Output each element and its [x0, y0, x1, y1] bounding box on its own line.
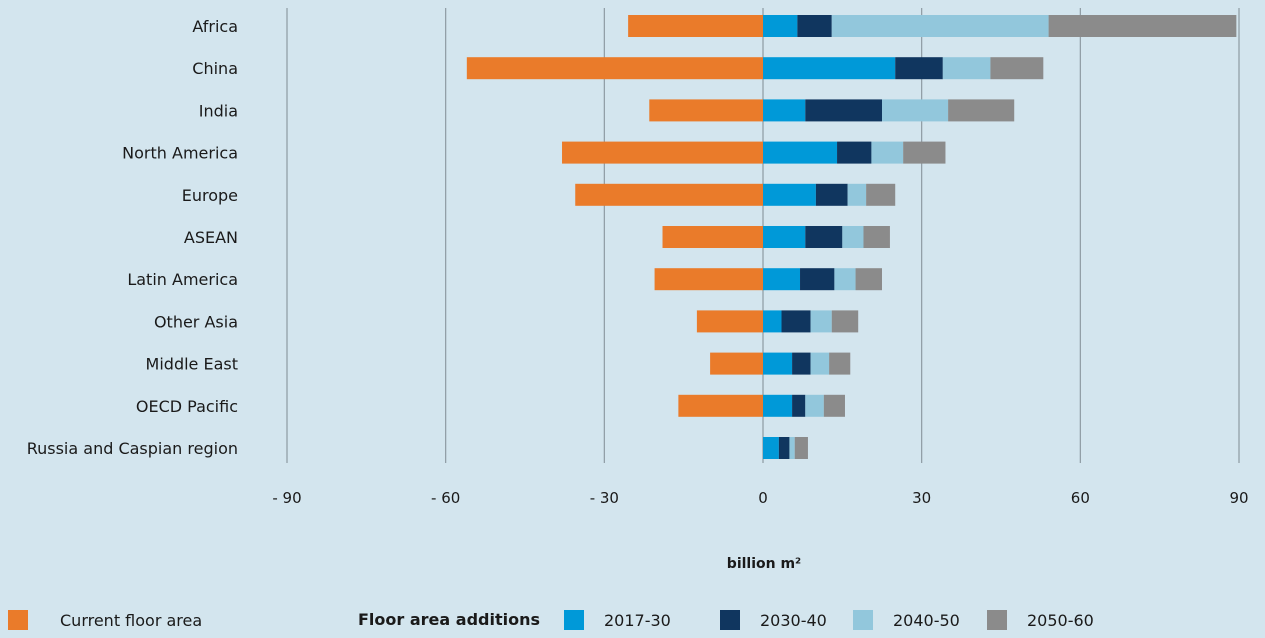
legend-swatch-2040-50 [853, 610, 873, 630]
legend-heading-additions: Floor area additions [358, 610, 540, 629]
category-label-north-america: North America [122, 144, 238, 163]
bar-europe-2017-30 [763, 183, 816, 206]
category-labels: Africa China India North America Europe ASEAN… [27, 17, 238, 458]
x-tick-labels: - 90 - 60 - 30 0 30 60 90 [272, 489, 1248, 507]
bar-north-america-2017-30 [763, 141, 838, 164]
gridlines [286, 8, 1240, 463]
legend-swatch-2030-40 [720, 610, 740, 630]
bar-oecd-pacific-2030-40 [792, 394, 806, 417]
category-label-russia-and-caspian-region: Russia and Caspian region [27, 439, 238, 458]
legend-label-2030-40: 2030-40 [760, 610, 827, 630]
bar-latin-america-2040-50 [834, 268, 856, 291]
bar-asean-2040-50 [842, 226, 864, 248]
bar-oecd-pacific-current-floor-area [678, 394, 763, 417]
category-label-asean: ASEAN [184, 228, 238, 247]
legend-item-2040-50: 2040-50 [853, 610, 960, 630]
bar-china-2040-50 [942, 57, 991, 80]
legend-swatch-current [8, 610, 28, 630]
bar-other-asia-2040-50 [810, 310, 832, 333]
bar-africa-2017-30 [763, 15, 798, 37]
bar-latin-america-2017-30 [763, 268, 801, 291]
bar-other-asia-2050-60 [831, 310, 859, 333]
legend-heading: Floor area additions [358, 610, 540, 629]
bar-russia-and-caspian-region-2017-30 [763, 437, 779, 459]
bar-africa-2030-40 [797, 15, 832, 37]
x-tick-label-30: - 30 [590, 489, 619, 507]
x-tick-label-60: 60 [1071, 489, 1090, 507]
bar-india-2050-60 [948, 99, 1015, 122]
bar-asean-2017-30 [763, 226, 806, 248]
bar-asean-2030-40 [805, 226, 843, 248]
bar-russia-and-caspian-region-2050-60 [794, 437, 808, 459]
category-label-other-asia: Other Asia [154, 312, 238, 331]
bar-middle-east-2017-30 [763, 352, 793, 375]
legend-item-current: Current floor area [8, 610, 202, 630]
bar-russia-and-caspian-region-2040-50 [789, 437, 795, 459]
bar-latin-america-2050-60 [855, 268, 882, 291]
bar-china-2050-60 [990, 57, 1044, 80]
bar-oecd-pacific-2017-30 [763, 394, 793, 417]
bar-europe-current-floor-area [575, 183, 763, 206]
bar-latin-america-2030-40 [800, 268, 835, 291]
x-tick-label-60: - 60 [431, 489, 460, 507]
x-tick-label-0: 0 [758, 489, 768, 507]
category-label-middle-east: Middle East [146, 355, 238, 374]
legend-swatch-2050-60 [987, 610, 1007, 630]
x-tick-label-30: 30 [912, 489, 931, 507]
bar-europe-2040-50 [847, 183, 867, 206]
bar-india-current-floor-area [649, 99, 763, 122]
legend-label-2040-50: 2040-50 [893, 610, 960, 630]
bar-other-asia-2030-40 [781, 310, 811, 333]
bar-asean-2050-60 [863, 226, 890, 248]
category-label-oecd-pacific: OECD Pacific [136, 397, 238, 416]
bar-other-asia-current-floor-area [696, 310, 763, 333]
bar-china-2030-40 [895, 57, 943, 80]
bar-india-2040-50 [882, 99, 949, 122]
bar-africa-current-floor-area [628, 15, 763, 37]
bar-north-america-2050-60 [903, 141, 946, 164]
category-label-europe: Europe [182, 186, 238, 205]
bar-africa-2050-60 [1048, 15, 1237, 37]
bar-russia-and-caspian-region-2030-40 [778, 437, 790, 459]
bar-middle-east-2040-50 [810, 352, 830, 375]
category-label-africa: Africa [192, 17, 238, 36]
bar-north-america-2030-40 [837, 141, 872, 164]
bar-oecd-pacific-2050-60 [823, 394, 845, 417]
legend-label-2017-30: 2017-30 [604, 610, 671, 630]
legend: Current floor area Floor area additions … [0, 610, 1265, 636]
bar-middle-east-2030-40 [792, 352, 811, 375]
bar-china-2017-30 [763, 57, 896, 80]
bar-other-asia-2017-30 [763, 310, 782, 333]
bar-middle-east-2050-60 [829, 352, 851, 375]
bar-europe-2050-60 [866, 183, 896, 206]
bars [466, 15, 1237, 459]
legend-item-2017-30: 2017-30 [564, 610, 671, 630]
x-tick-label-90: - 90 [272, 489, 301, 507]
bar-india-2030-40 [805, 99, 882, 122]
legend-item-2030-40: 2030-40 [720, 610, 827, 630]
legend-label-current: Current floor area [60, 610, 203, 630]
bar-north-america-current-floor-area [562, 141, 763, 164]
x-tick-label-90: 90 [1229, 489, 1248, 507]
bar-africa-2040-50 [831, 15, 1049, 37]
legend-item-2050-60: 2050-60 [987, 610, 1094, 630]
bar-europe-2030-40 [815, 183, 848, 206]
bar-middle-east-current-floor-area [710, 352, 763, 375]
x-axis-title: billion m² [727, 556, 801, 572]
bar-china-current-floor-area [466, 57, 763, 80]
bar-india-2017-30 [763, 99, 806, 122]
legend-label-2050-60: 2050-60 [1027, 610, 1094, 630]
category-label-india: India [199, 101, 238, 120]
legend-swatch-2017-30 [564, 610, 584, 630]
bar-asean-current-floor-area [662, 226, 763, 248]
category-label-latin-america: Latin America [127, 270, 238, 289]
bar-oecd-pacific-2040-50 [805, 394, 824, 417]
category-label-china: China [192, 59, 238, 78]
bar-latin-america-current-floor-area [654, 268, 763, 291]
bar-north-america-2040-50 [871, 141, 904, 164]
